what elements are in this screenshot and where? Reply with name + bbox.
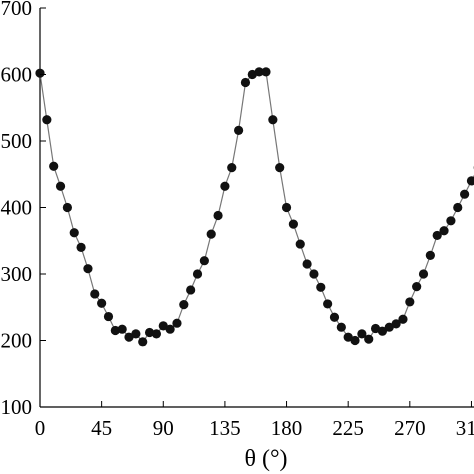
x-tick-label: 0 (35, 416, 46, 440)
data-point (439, 226, 449, 236)
x-tick-label: 180 (271, 416, 303, 440)
data-point (117, 324, 127, 334)
data-point (316, 282, 326, 292)
ticks: 100 200 300 400 500 600 700 0 45 90 135 180 225 270 31… (1, 0, 474, 440)
data-point (110, 325, 120, 336)
data-point (412, 282, 422, 292)
x-tick-label: 270 (394, 416, 426, 440)
y-tick-label: 100 (1, 395, 33, 419)
data-point (281, 202, 292, 213)
data-point (391, 319, 401, 329)
data-point (275, 163, 285, 173)
data-point (343, 332, 353, 342)
data-point (234, 125, 244, 135)
x-tick-label: 90 (153, 416, 174, 440)
data-point (35, 68, 45, 78)
data-point (220, 181, 230, 191)
data-point (377, 326, 388, 336)
data-point (364, 334, 374, 344)
y-tick-label: 200 (1, 329, 33, 353)
data-markers (35, 67, 474, 347)
data-point (90, 289, 100, 299)
x-tick-label: 135 (209, 416, 241, 440)
y-tick-label: 400 (1, 196, 33, 220)
data-point (240, 77, 251, 88)
data-point (165, 324, 175, 334)
data-point (103, 311, 114, 322)
data-point (268, 115, 278, 125)
data-point (295, 239, 305, 249)
data-point (384, 322, 394, 332)
y-tick-label: 600 (1, 63, 33, 87)
data-point (446, 216, 456, 226)
data-point (158, 321, 168, 331)
data-point (453, 202, 463, 213)
data-point (227, 163, 237, 173)
data-point (432, 230, 442, 241)
data-point (124, 332, 134, 342)
data-point (76, 242, 86, 252)
data-point (206, 229, 216, 239)
data-point (357, 329, 367, 339)
data-point (144, 327, 155, 338)
data-point (42, 115, 52, 125)
data-point (261, 67, 271, 77)
data-point (418, 269, 429, 279)
y-tick-label: 700 (1, 0, 33, 20)
data-point (83, 264, 93, 274)
data-point (62, 202, 72, 213)
data-point (323, 299, 333, 309)
data-point (186, 285, 196, 295)
y-tick-label: 500 (1, 129, 33, 153)
data-point (398, 314, 408, 324)
data-point (199, 256, 209, 266)
data-point (192, 269, 203, 279)
data-point (254, 67, 264, 77)
x-tick-label: 45 (91, 416, 112, 440)
x-tick-label: 315 (456, 416, 474, 440)
data-point (213, 210, 223, 221)
data-point (460, 189, 470, 199)
data-point (69, 228, 79, 238)
data-point (151, 329, 162, 339)
data-point (55, 181, 66, 191)
data-point (138, 337, 148, 347)
data-point (131, 329, 141, 339)
data-point (309, 269, 319, 279)
x-axis-title: θ (°) (244, 446, 287, 472)
data-point (97, 298, 107, 308)
data-point (179, 299, 189, 310)
data-point (172, 318, 182, 328)
data-point (350, 335, 360, 346)
x-tick-label: 225 (332, 416, 364, 440)
data-point (425, 250, 435, 260)
data-point (336, 322, 346, 332)
data-point (405, 297, 415, 307)
data-point (329, 312, 340, 322)
data-point (302, 259, 312, 269)
data-point (466, 176, 474, 186)
data-point (49, 161, 59, 171)
data-point (288, 219, 298, 229)
y-tick-label: 300 (1, 262, 33, 286)
